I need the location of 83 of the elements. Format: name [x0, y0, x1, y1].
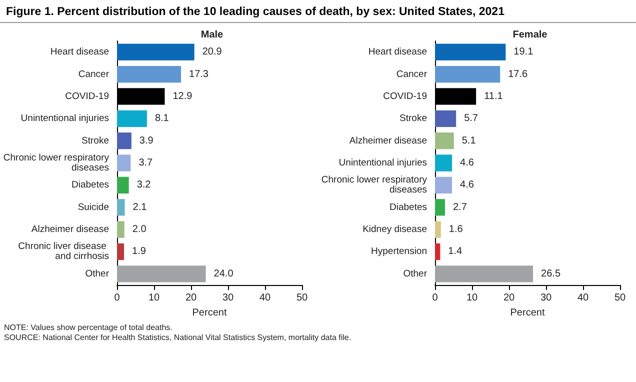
chart-subtitle: Female	[512, 30, 548, 40]
y-tick-label: Diabetes	[390, 202, 428, 213]
y-tick-label: Alzheimer disease	[349, 135, 427, 146]
data-label: 8.1	[154, 113, 170, 124]
y-tick-label: Unintentional injuries	[338, 158, 428, 168]
data-label: 17.6	[508, 68, 528, 80]
data-label: 5.7	[464, 113, 478, 124]
y-tick-label: Heart disease	[368, 46, 427, 58]
data-label: 4.6	[460, 180, 474, 191]
bar	[435, 110, 456, 127]
x-axis-title: Percent	[192, 307, 227, 318]
bar	[117, 199, 125, 216]
bar	[117, 132, 132, 150]
bar	[435, 154, 452, 172]
x-axis-title: Percent	[510, 307, 545, 318]
y-tick-label: Other	[85, 268, 109, 280]
bar	[117, 243, 124, 260]
y-tick-label: Other	[403, 268, 427, 280]
data-label: 3.7	[138, 158, 154, 168]
y-tick-label: COVID-19	[383, 90, 427, 102]
y-tick-label: Alzheimer disease	[31, 224, 109, 236]
bar	[435, 66, 500, 83]
bar	[435, 243, 440, 260]
x-tick-label: 40	[577, 292, 589, 304]
y-tick-label: Cancer	[396, 68, 427, 80]
bar	[117, 44, 194, 60]
bar	[117, 66, 182, 83]
y-tick-label: Chronic lower respiratory diseases	[321, 174, 428, 196]
x-tick-label: 40	[259, 292, 271, 304]
bar	[435, 199, 445, 216]
bar	[435, 176, 452, 194]
bar	[117, 110, 147, 127]
data-label: 2.7	[452, 202, 468, 213]
data-label: 26.5	[541, 268, 561, 280]
x-tick-label: 0	[432, 292, 438, 304]
y-tick-label: Stroke	[82, 135, 109, 146]
x-tick-label: 30	[222, 292, 234, 304]
data-label: 12.9	[172, 90, 193, 102]
data-label: 17.3	[189, 68, 209, 80]
data-label: 4.6	[460, 158, 474, 168]
y-tick-label: Suicide	[78, 202, 109, 213]
data-label: 1.6	[448, 224, 464, 236]
x-tick-label: 0	[114, 292, 120, 304]
y-tick-label: Cancer	[78, 68, 109, 80]
x-tick-label: 20	[503, 292, 515, 304]
x-tick-label: 50	[296, 292, 308, 304]
data-label: 3.2	[136, 180, 152, 191]
y-tick-label: Diabetes	[72, 180, 110, 191]
x-tick-label: 20	[185, 292, 197, 304]
bar	[117, 221, 124, 238]
data-label: 19.1	[514, 46, 534, 58]
chart-title: Figure 1. Percent distribution of the 10 leading causes of death, by sex: United States, 2021	[0, 0, 636, 23]
x-tick-label: 30	[540, 292, 552, 304]
x-tick-label: 10	[466, 292, 478, 304]
y-tick-label: Chronic liver disease and cirrhosis	[18, 241, 110, 262]
y-tick-label: Unintentional injuries	[20, 113, 110, 124]
y-tick-label: Hypertension	[371, 246, 427, 258]
y-tick-label: Stroke	[400, 113, 427, 124]
data-label: 3.9	[139, 135, 154, 146]
bar	[117, 266, 206, 282]
y-tick-label: Kidney disease	[362, 224, 427, 236]
bar	[117, 154, 131, 172]
y-tick-label: Chronic lower respiratory diseases	[3, 152, 110, 174]
chart-subtitle: Male	[200, 30, 224, 40]
source-note: SOURCE: National Center for Health Statistics, National Vital Statistics System, mortality data file.	[4, 333, 352, 343]
y-tick-label: Heart disease	[50, 46, 109, 58]
bar	[435, 44, 506, 60]
text: NOTE: Values show percentage of total deaths.	[4, 323, 174, 333]
data-label: 20.9	[202, 46, 222, 58]
bar	[117, 176, 129, 194]
bar	[435, 266, 534, 282]
data-label: 1.9	[132, 246, 146, 258]
data-label: 1.4	[448, 246, 463, 258]
data-label: 24.0	[214, 268, 234, 280]
data-label: 5.1	[462, 135, 476, 146]
x-tick-label: 50	[614, 292, 626, 304]
y-tick-label: COVID-19	[65, 90, 109, 102]
bar	[435, 132, 454, 150]
bar	[435, 221, 441, 238]
data-label: 2.0	[132, 224, 147, 236]
data-label: 11.1	[484, 90, 504, 102]
data-label: 2.1	[132, 202, 148, 213]
x-tick-label: 10	[148, 292, 160, 304]
